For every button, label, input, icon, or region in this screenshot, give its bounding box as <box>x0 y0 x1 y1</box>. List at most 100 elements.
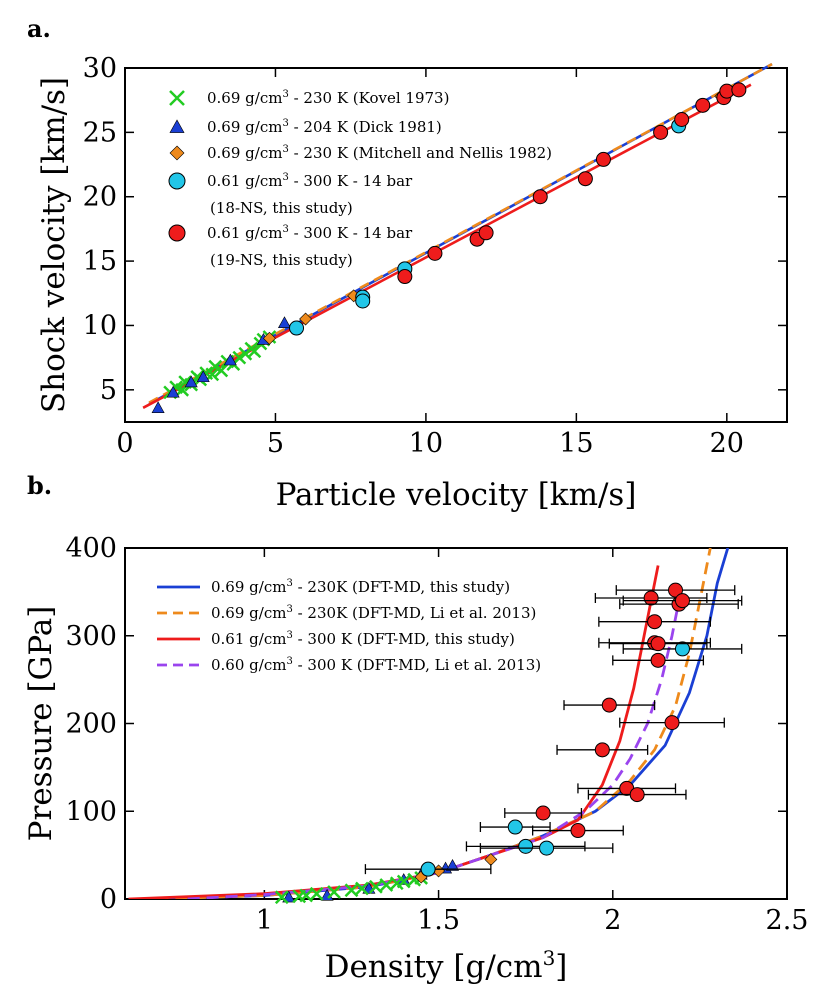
b-x-tick-label: 2.5 <box>766 905 809 936</box>
a-series-19-ns-this-study <box>397 82 747 285</box>
b-data-point <box>327 885 341 899</box>
b-legend-text: 0.61 g/cm3 - 300 K (DFT-MD, this study) <box>211 630 515 648</box>
a-legend-marker <box>169 145 185 161</box>
a-legend-entry <box>169 119 185 133</box>
b-data-point <box>535 805 551 821</box>
a-data-point <box>196 370 210 383</box>
a-data-point <box>214 363 229 378</box>
a-data-point <box>263 331 276 345</box>
a-legend-subtext: (19-NS, this study) <box>210 251 353 269</box>
a-x-tick-label: 5 <box>267 428 284 459</box>
a-legend-entry <box>168 172 186 190</box>
b-data-point <box>344 883 359 898</box>
a-plot-frame <box>124 67 788 423</box>
a-legend-text: 0.61 g/cm3 - 300 K - 14 bar <box>207 224 413 242</box>
a-legend-text: 0.69 g/cm3 - 204 K (Dick 1981) <box>207 118 442 136</box>
a-y-tick-label: 25 <box>83 117 117 148</box>
a-data-point <box>289 320 305 336</box>
a-data-point <box>355 293 371 309</box>
a-legend-marker <box>168 172 186 190</box>
b-data-point <box>379 878 394 892</box>
a-data-point <box>208 359 223 374</box>
b-data-point <box>309 886 324 901</box>
panel-a-label: a. <box>27 14 51 43</box>
a-legend-marker <box>169 119 185 133</box>
b-data-point <box>594 742 610 758</box>
b-y-tick-label: 100 <box>65 796 117 827</box>
b-x-tick-label: 1.5 <box>417 905 460 936</box>
a-data-point <box>299 312 312 326</box>
a-data-point <box>731 82 747 98</box>
b-data-point <box>668 582 684 598</box>
a-legend-marker <box>169 90 185 106</box>
b-series-19-ns-this-study <box>504 582 743 839</box>
b-y-tick-label: 300 <box>65 621 117 652</box>
b-legend-text: 0.60 g/cm3 - 300 K (DFT-MD, Li et al. 20… <box>211 656 541 674</box>
b-data-point <box>674 641 690 657</box>
a-legend-subtext: (18-NS, this study) <box>210 199 353 217</box>
b-data-point <box>282 890 296 903</box>
b-data-point <box>539 840 555 856</box>
b-data-point <box>299 888 314 903</box>
a-legend-text: 0.61 g/cm3 - 300 K - 14 bar <box>207 172 413 190</box>
a-y-tick-label: 20 <box>83 182 117 213</box>
b-series-kovel-1973 <box>274 871 429 905</box>
b-legend-text: 0.69 g/cm3 - 230K (DFT-MD, Li et al. 201… <box>211 604 536 622</box>
b-data-point <box>274 890 289 905</box>
a-data-point <box>427 245 443 261</box>
a-data-point <box>184 375 198 388</box>
a-data-point <box>151 401 165 413</box>
a-x-tick-label: 10 <box>409 428 443 459</box>
b-data-point <box>674 593 690 609</box>
a-legend-marker <box>168 224 186 242</box>
b-data-point <box>396 874 411 889</box>
b-data-point <box>355 881 369 896</box>
a-x-axis-label: Particle velocity [km/s] <box>276 477 637 513</box>
b-data-point <box>507 819 523 835</box>
panel-b-label: b. <box>27 471 52 500</box>
b-data-point <box>420 861 436 877</box>
a-y-tick-label: 5 <box>100 375 117 406</box>
b-data-point <box>647 614 663 630</box>
a-x-tick-label: 15 <box>559 428 593 459</box>
a-data-point <box>166 385 180 398</box>
a-data-point <box>277 316 291 328</box>
a-data-point <box>674 111 690 127</box>
b-series-18-ns-this-study <box>364 641 743 877</box>
b-data-point <box>664 715 680 731</box>
b-data-point <box>650 636 666 652</box>
a-data-point <box>532 189 548 205</box>
b-y-tick-label: 400 <box>65 533 117 564</box>
b-x-tick-label: 2 <box>604 905 621 936</box>
b-data-point <box>518 838 534 854</box>
a-data-point <box>223 353 237 366</box>
b-y-tick-label: 0 <box>100 884 117 915</box>
a-data-point <box>695 97 711 113</box>
b-data-point <box>368 879 383 894</box>
a-data-point <box>205 367 220 382</box>
a-x-tick-label: 20 <box>710 428 744 459</box>
a-data-point <box>653 124 669 140</box>
a-data-point <box>595 151 611 167</box>
a-legend-entry <box>169 90 185 106</box>
b-data-point <box>643 590 659 606</box>
a-legend-entry <box>169 145 185 161</box>
a-legend-entry <box>168 224 186 242</box>
b-y-tick-label: 200 <box>65 709 117 740</box>
a-y-tick-label: 10 <box>83 310 117 341</box>
b-data-point <box>601 697 617 713</box>
a-data-point <box>397 269 413 285</box>
a-data-point <box>232 350 247 365</box>
b-data-point <box>570 823 586 839</box>
b-x-tick-label: 1 <box>256 905 273 936</box>
b-legend-text: 0.69 g/cm3 - 230K (DFT-MD, this study) <box>211 578 510 596</box>
a-y-tick-label: 30 <box>83 53 117 84</box>
b-data-point <box>446 859 460 871</box>
a-x-tick-label: 0 <box>116 428 133 459</box>
b-x-axis-label: Density [g/cm3] <box>325 946 568 985</box>
a-legend-text: 0.69 g/cm3 - 230 K (Kovel 1973) <box>207 89 449 107</box>
a-y-tick-label: 15 <box>83 246 117 277</box>
a-data-point <box>577 171 593 187</box>
a-y-axis-label: Shock velocity [km/s] <box>36 77 72 413</box>
